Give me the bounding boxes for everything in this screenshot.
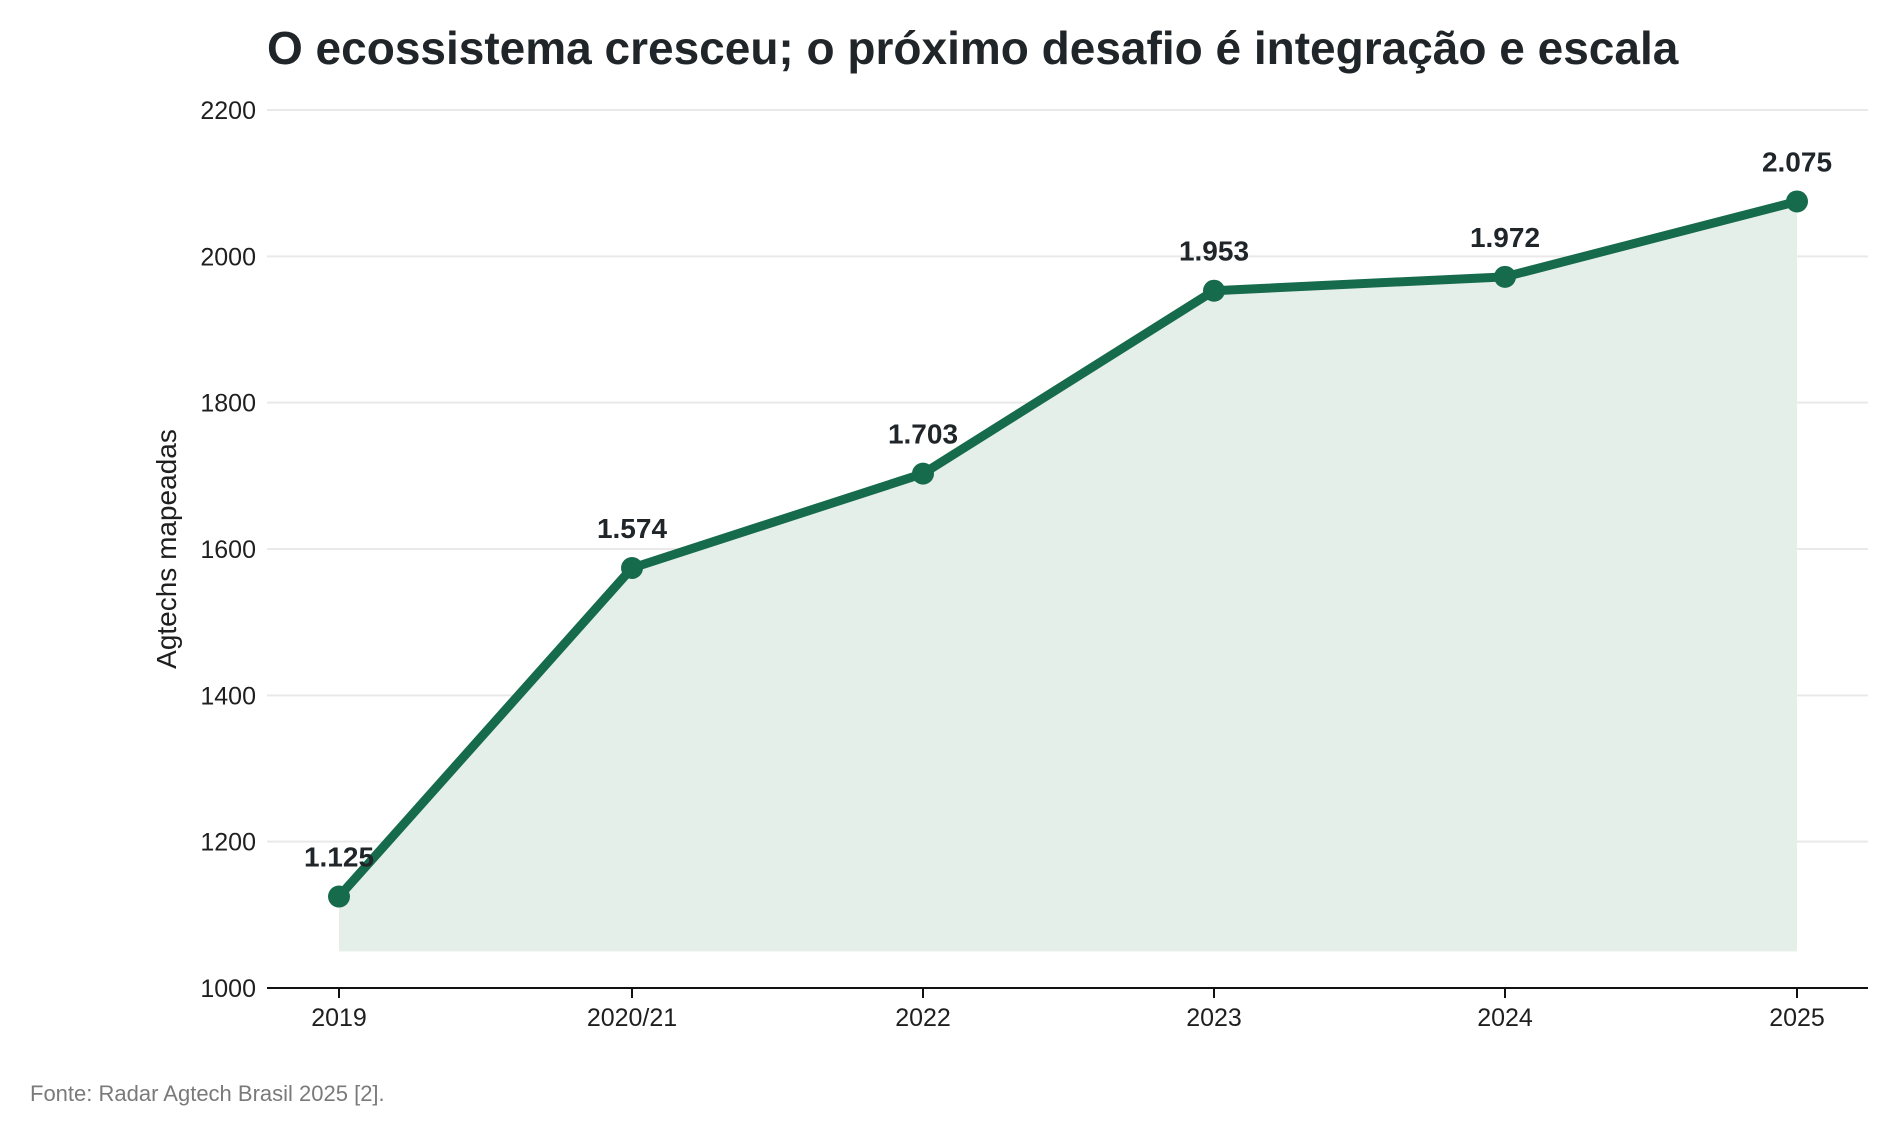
x-tick-label: 2023 xyxy=(1186,1004,1242,1032)
source-note: Fonte: Radar Agtech Brasil 2025 [2]. xyxy=(30,1081,385,1106)
data-label: 1.972 xyxy=(1470,222,1540,253)
series-area xyxy=(339,201,1797,952)
data-point xyxy=(912,462,934,485)
y-tick-label: 1000 xyxy=(200,975,256,1003)
data-point xyxy=(621,557,643,580)
y-tick-label: 1200 xyxy=(200,829,256,857)
axes: 1000 1200 1400 1600 1800 2000 2200 2019 2020/21 2… xyxy=(200,97,1868,1032)
x-tick-label: 2022 xyxy=(895,1004,951,1032)
y-tick-label: 1400 xyxy=(200,682,256,710)
data-label: 1.125 xyxy=(304,842,374,873)
data-points xyxy=(328,190,1808,908)
data-label: 1.953 xyxy=(1179,236,1249,267)
area-fill xyxy=(339,201,1797,952)
x-tick-label: 2024 xyxy=(1477,1004,1533,1032)
data-point xyxy=(1203,279,1225,302)
series-line-layer xyxy=(334,196,1802,902)
data-label: 2.075 xyxy=(1762,146,1832,177)
x-tick-label: 2020/21 xyxy=(587,1004,677,1032)
x-tick-label: 2019 xyxy=(311,1004,367,1032)
series-line xyxy=(334,196,1802,902)
data-point xyxy=(1494,265,1516,288)
data-label: 1.574 xyxy=(597,513,667,544)
data-point xyxy=(328,885,350,908)
y-tick-label: 2000 xyxy=(200,243,256,271)
y-tick-label: 1600 xyxy=(200,536,256,564)
chart-title: O ecossistema cresceu; o próximo desafio… xyxy=(267,22,1679,74)
y-tick-label: 1800 xyxy=(200,390,256,418)
y-axis-label: Agtechs mapeadas xyxy=(151,429,182,669)
data-label: 1.703 xyxy=(888,419,958,450)
x-tick-label: 2025 xyxy=(1769,1004,1825,1032)
data-point xyxy=(1786,190,1808,213)
y-tick-label: 2200 xyxy=(200,97,256,125)
data-labels: 1.125 1.574 1.703 1.953 1.972 2.075 xyxy=(304,146,1832,872)
